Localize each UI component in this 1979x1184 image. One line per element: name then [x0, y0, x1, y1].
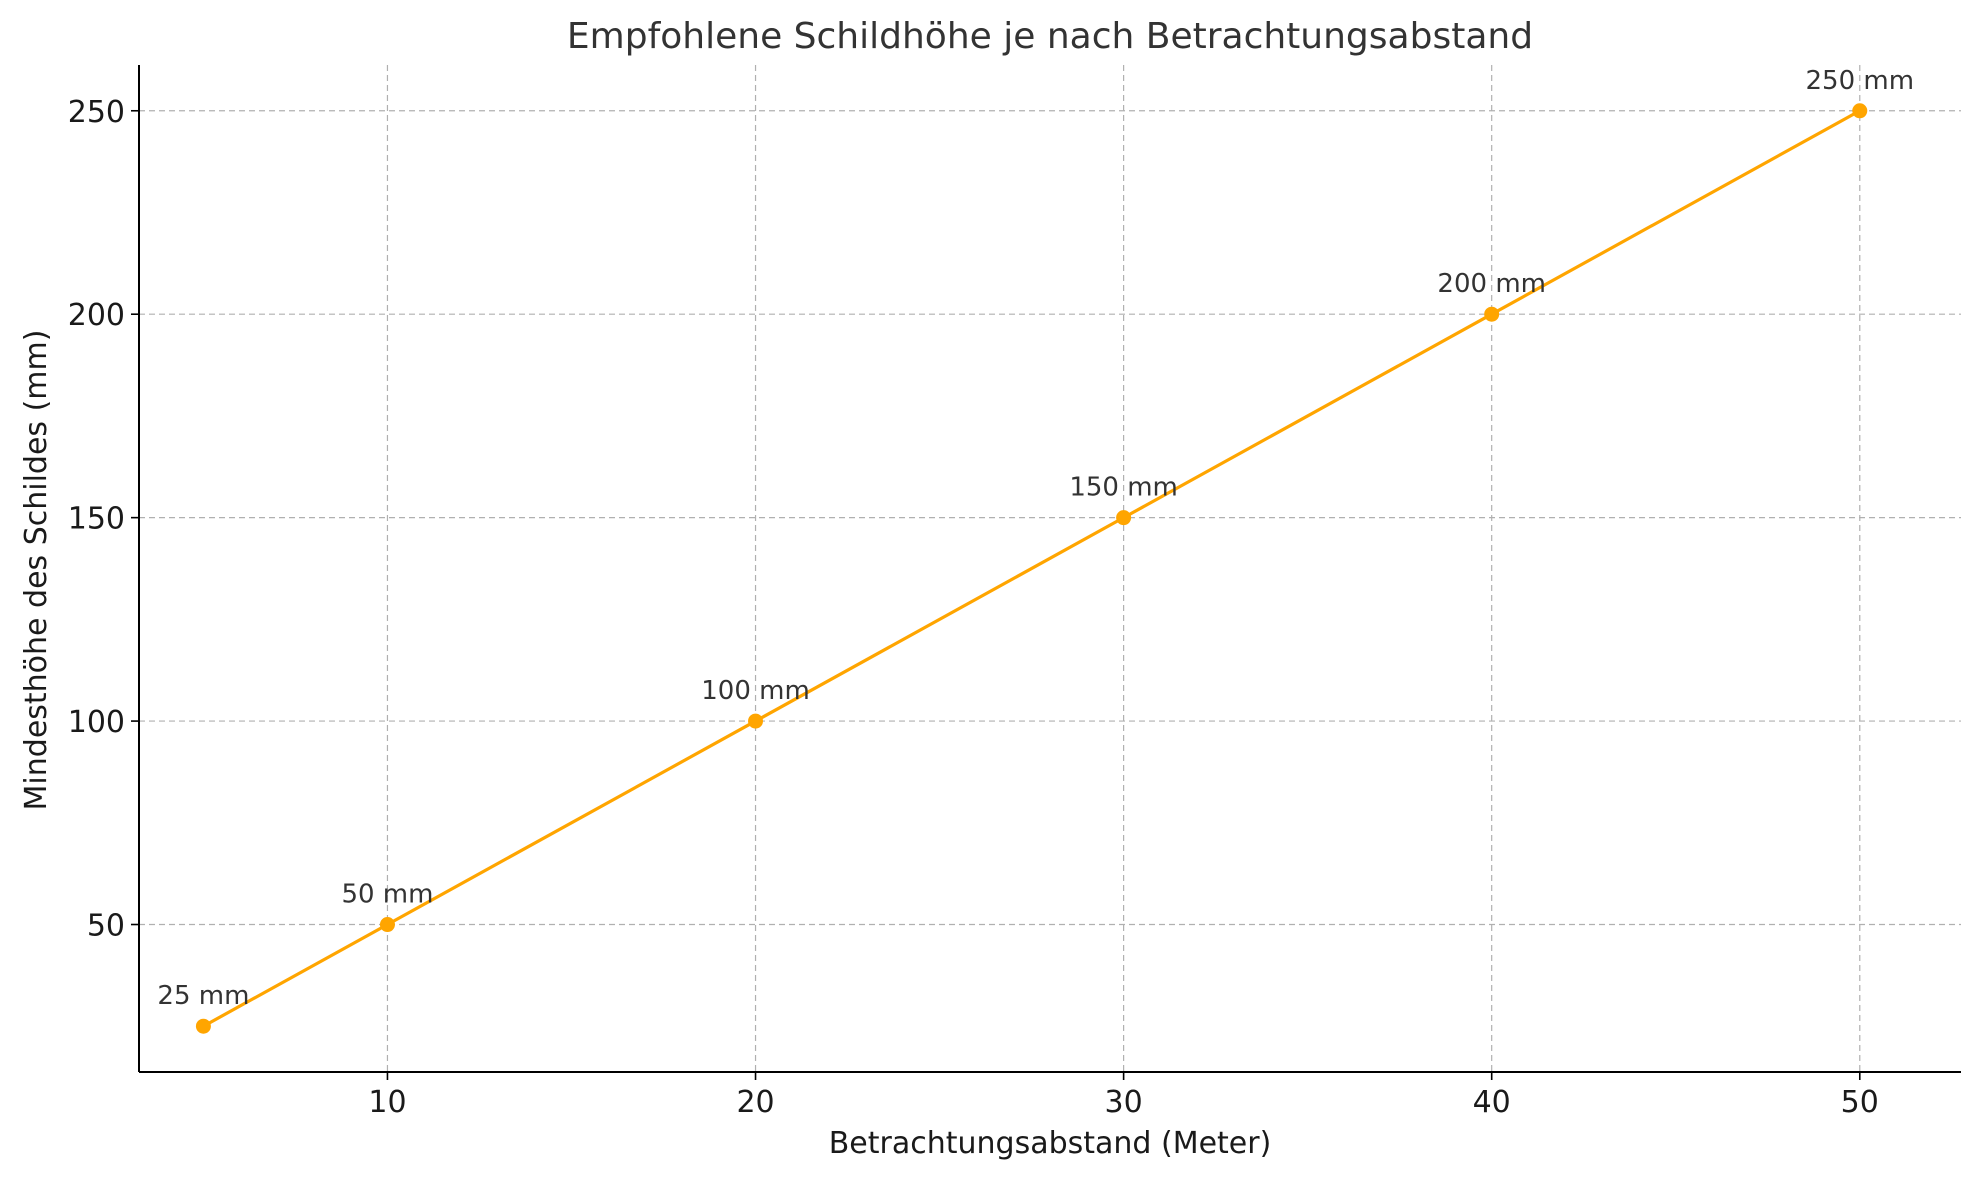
y-tick-label: 150 — [68, 502, 125, 537]
chart-title: Empfohlene Schildhöhe je nach Betrachtun… — [567, 16, 1533, 57]
x-tick-label: 10 — [368, 1085, 406, 1120]
data-label: 250 mm — [1806, 66, 1915, 96]
data-point — [1484, 306, 1500, 322]
x-tick-label: 50 — [1841, 1085, 1879, 1120]
x-tick-label: 40 — [1473, 1085, 1511, 1120]
data-label: 25 mm — [157, 981, 249, 1011]
y-tick-label: 250 — [68, 95, 125, 130]
y-tick-label: 50 — [87, 909, 125, 944]
y-axis-label: Mindesthöhe des Schildes (mm) — [19, 330, 54, 811]
x-axis-label: Betrachtungsabstand (Meter) — [829, 1126, 1272, 1161]
data-label: 150 mm — [1069, 473, 1178, 503]
grid-layer — [139, 65, 1961, 1072]
data-label: 100 mm — [701, 676, 810, 706]
data-point — [1116, 510, 1132, 526]
data-point — [748, 713, 764, 729]
x-tick-label: 30 — [1105, 1085, 1143, 1120]
x-tick-label: 20 — [736, 1085, 774, 1120]
y-tick-label: 200 — [68, 298, 125, 333]
series-layer — [195, 103, 1868, 1034]
data-point — [195, 1018, 211, 1034]
series-line — [201, 109, 1862, 1028]
axis-layer: 10 20 30 40 50 50 100 150 200 250 — [68, 65, 1961, 1120]
data-label-layer: 25 mm 50 mm 100 mm 150 mm 200 mm 250 mm — [157, 66, 1914, 1011]
data-label: 200 mm — [1437, 269, 1546, 299]
data-point — [379, 917, 395, 933]
data-label: 50 mm — [341, 880, 433, 910]
y-tick-label: 100 — [68, 705, 125, 740]
data-point — [1852, 103, 1868, 119]
